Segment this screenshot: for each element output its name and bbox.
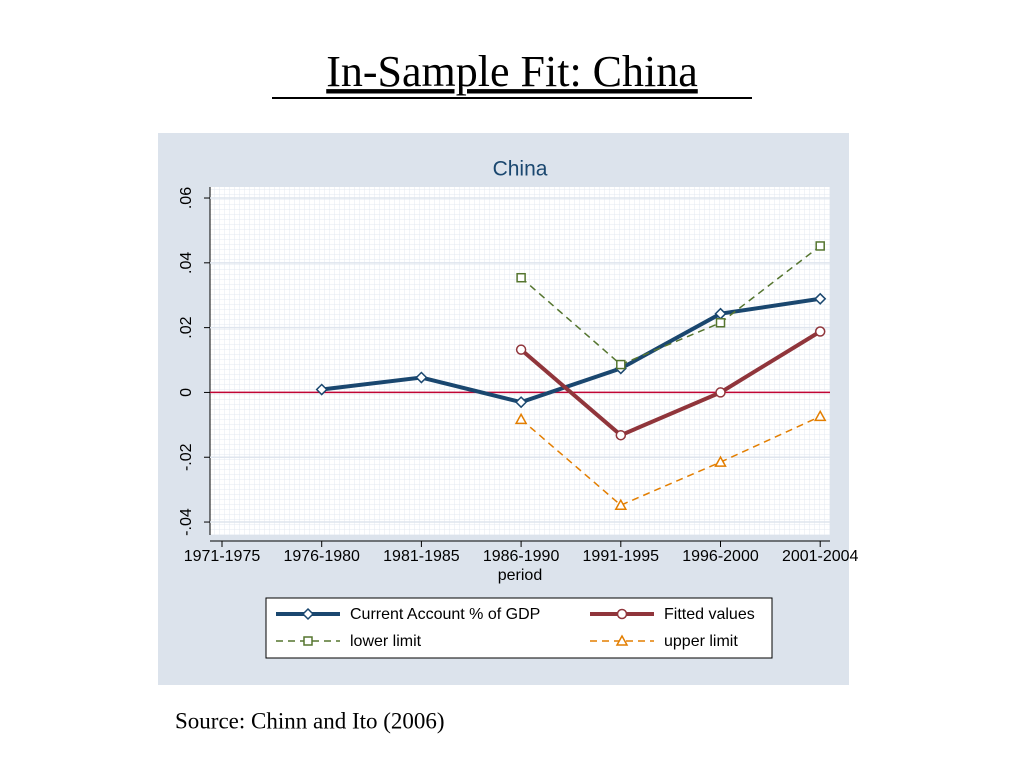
marker	[615, 634, 629, 646]
series-line	[520, 245, 821, 366]
slide-title: In-Sample Fit: China	[326, 47, 698, 96]
y-tick-label: -.04	[178, 508, 195, 536]
marker	[303, 636, 313, 646]
legend-label: upper limit	[664, 633, 738, 650]
y-tick-label: 0	[178, 388, 195, 397]
marker	[616, 608, 628, 620]
marker	[515, 396, 528, 409]
marker	[515, 344, 527, 355]
marker	[301, 607, 315, 621]
series-line	[321, 296, 821, 405]
marker	[714, 455, 727, 467]
series-line	[520, 415, 821, 507]
x-tick-label: 1971-1975	[184, 548, 261, 565]
x-tick-label: 1986-1990	[483, 548, 560, 565]
legend-box	[265, 597, 773, 659]
x-tick-label: 1976-1980	[283, 548, 360, 565]
x-tick-label: 1996-2000	[682, 548, 759, 565]
marker	[813, 409, 827, 422]
marker	[415, 371, 428, 384]
x-tick-label: 1991-1995	[583, 548, 660, 565]
y-tick-label: .02	[178, 316, 195, 338]
y-tick-label: .06	[178, 187, 195, 209]
marker	[516, 272, 526, 283]
legend-label: Fitted values	[664, 606, 755, 623]
source: Source: Chinn and Ito (2006)	[175, 708, 445, 733]
marker	[814, 326, 826, 337]
marker	[616, 359, 626, 370]
x-tick-label: 2001-2004	[782, 548, 859, 565]
fine-grid	[210, 187, 830, 535]
legend-label: Current Account % of GDP	[350, 606, 540, 623]
marker	[814, 292, 827, 305]
marker	[815, 241, 825, 251]
chart-title: China	[493, 158, 548, 181]
marker	[615, 429, 627, 441]
y-tick-label: -.02	[178, 443, 195, 471]
y-tick-label: .04	[178, 252, 195, 274]
marker	[715, 318, 726, 328]
marker	[614, 498, 628, 510]
x-axis-label: period	[498, 567, 542, 584]
legend-label: lower limit	[350, 633, 422, 650]
marker	[315, 383, 328, 396]
marker	[514, 412, 528, 425]
x-tick-label: 1981-1985	[383, 548, 460, 565]
marker	[715, 387, 726, 398]
series-line	[519, 329, 822, 438]
